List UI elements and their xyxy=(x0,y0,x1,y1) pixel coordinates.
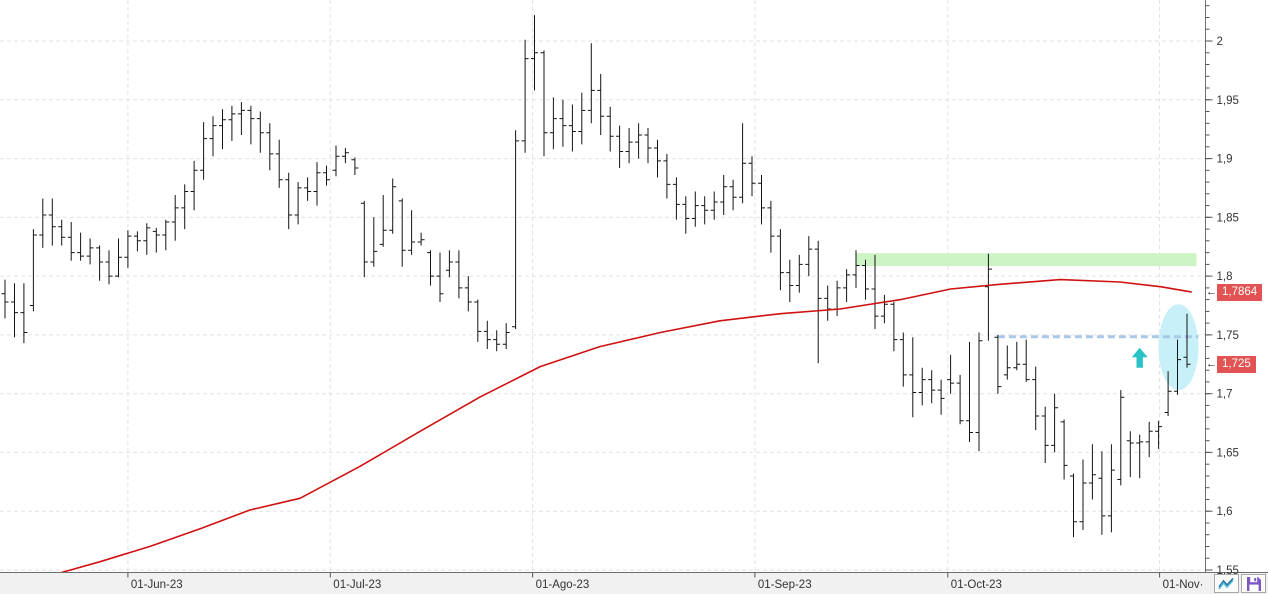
zigzag-line-icon xyxy=(1218,577,1234,590)
y-tick-label: 1,95 xyxy=(1217,95,1239,107)
y-tick-label: 1,8 xyxy=(1217,271,1233,283)
line-mode-button[interactable] xyxy=(1214,574,1239,593)
x-tick-label: 01-Ago-23 xyxy=(536,579,590,591)
y-tick-label: 2 xyxy=(1217,36,1223,48)
ohlc-bars xyxy=(1,15,1191,538)
x-tick-label: 01-Oct-23 xyxy=(951,579,1002,591)
up-arrow-annotation xyxy=(1131,347,1148,368)
moving-average-line xyxy=(57,278,1192,575)
x-tick-label: 01-Sep-23 xyxy=(758,579,812,591)
resistance-zone xyxy=(856,253,1197,267)
highlight-ellipse xyxy=(1158,304,1199,391)
x-axis-strip xyxy=(0,573,1268,594)
x-tick-label: 01-Jul-23 xyxy=(333,579,381,591)
y-tick-label: 1,65 xyxy=(1217,447,1239,459)
x-tick-label: 01-Jun-23 xyxy=(131,579,183,591)
y-tick-label: 1,6 xyxy=(1217,506,1233,518)
y-tick-label: 1,75 xyxy=(1217,330,1239,342)
y-tick-label: 1,9 xyxy=(1217,154,1233,166)
x-tick-label: 01-Nov· xyxy=(1163,579,1204,591)
y-tick-label: 1,7 xyxy=(1217,389,1233,401)
y-tick-label: 1,85 xyxy=(1217,212,1239,224)
floppy-disk-icon xyxy=(1246,576,1261,591)
save-button[interactable] xyxy=(1241,574,1266,593)
